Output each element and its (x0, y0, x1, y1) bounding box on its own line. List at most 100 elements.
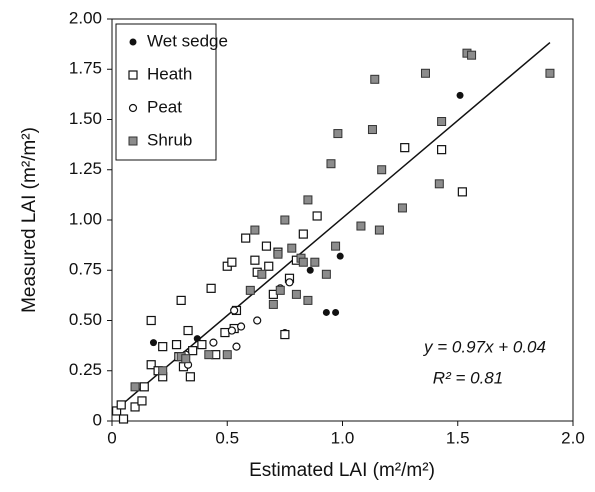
legend-marker (128, 103, 138, 113)
point (220, 327, 230, 338)
point (171, 340, 182, 350)
y-tick-label: 1.50 (69, 109, 102, 128)
point (291, 289, 301, 299)
point (230, 306, 239, 315)
point (370, 74, 380, 84)
x-axis-label: Estimated LAI (m²/m²) (249, 460, 435, 481)
point (400, 143, 410, 153)
y-tick-label: 0.25 (69, 360, 102, 379)
point (158, 366, 168, 376)
point (312, 211, 322, 221)
point (204, 350, 214, 360)
y-tick-label: 0 (93, 410, 102, 429)
y-tick-label: 2.00 (69, 8, 102, 27)
equation: y = 0.97x + 0.04 (423, 337, 546, 356)
point (227, 326, 236, 335)
point (306, 266, 314, 274)
legend-label: Peat (147, 97, 182, 116)
legend-marker (129, 38, 137, 46)
point (116, 400, 126, 410)
point (326, 159, 336, 169)
point (181, 354, 191, 364)
point (209, 338, 218, 347)
point (227, 257, 237, 267)
legend-label: Wet sedge (147, 31, 228, 50)
point (188, 346, 198, 356)
r-squared: R² = 0.81 (433, 368, 503, 387)
point (287, 243, 297, 253)
x-tick-label: 0 (107, 428, 116, 447)
point (298, 229, 308, 239)
point (356, 221, 366, 231)
point (467, 50, 477, 60)
point (367, 125, 377, 135)
point (250, 225, 260, 235)
x-tick-label: 1.0 (331, 428, 355, 447)
point (146, 360, 156, 370)
point (232, 342, 241, 351)
point (420, 68, 430, 78)
point (285, 278, 294, 287)
legend-label: Heath (147, 64, 192, 83)
point (264, 261, 274, 271)
y-tick-label: 1.75 (69, 59, 102, 78)
y-tick-label: 0.75 (69, 260, 102, 279)
point (130, 382, 140, 392)
point (310, 257, 320, 267)
point (331, 241, 341, 251)
point (545, 68, 555, 78)
point (333, 129, 343, 139)
point (118, 414, 129, 424)
x-tick-label: 0.5 (215, 428, 239, 447)
x-tick-label: 1.5 (446, 428, 470, 447)
point (275, 285, 285, 295)
point (183, 325, 193, 336)
point (139, 382, 149, 392)
x-tick-label: 2.0 (561, 428, 585, 447)
y-tick-label: 1.25 (69, 159, 102, 178)
point (245, 285, 255, 295)
point (185, 372, 195, 382)
point (241, 233, 251, 243)
point (322, 308, 330, 316)
point (332, 308, 340, 316)
y-tick-label: 1.00 (69, 209, 102, 228)
point (280, 215, 290, 225)
point (176, 295, 186, 305)
point (303, 295, 313, 305)
point (222, 350, 232, 360)
point (456, 91, 464, 99)
point (158, 342, 168, 352)
point (146, 315, 156, 326)
point (273, 249, 283, 259)
legend-marker (128, 136, 138, 146)
point (336, 252, 344, 260)
point (268, 299, 278, 309)
point (197, 340, 207, 350)
point (130, 402, 140, 412)
point (397, 203, 407, 213)
point (437, 145, 447, 155)
point (434, 179, 444, 189)
legend-marker (128, 70, 138, 80)
y-axis-label: Measured LAI (m²/m²) (19, 127, 40, 313)
point (374, 225, 384, 235)
point (298, 257, 308, 267)
legend-label: Shrub (147, 130, 192, 149)
point (149, 339, 157, 347)
y-tick-label: 0.50 (69, 310, 102, 329)
point (437, 117, 447, 127)
point (457, 187, 467, 197)
point (257, 269, 267, 279)
point (377, 165, 387, 175)
point (321, 269, 331, 279)
point (250, 255, 260, 265)
point (137, 396, 147, 406)
point (236, 322, 246, 331)
point (303, 195, 313, 205)
point (253, 316, 262, 325)
point (261, 241, 272, 251)
point (206, 283, 216, 293)
point (112, 406, 122, 416)
